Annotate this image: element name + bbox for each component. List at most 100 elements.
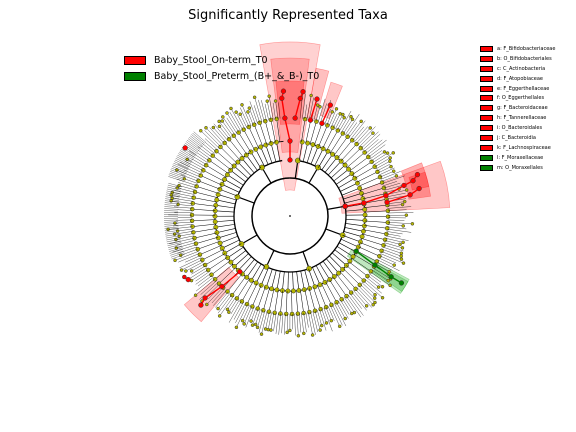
tree-leaf-branch <box>164 226 179 229</box>
tree-leaf-branch <box>379 171 394 178</box>
tree-node-order <box>193 241 199 246</box>
tree-branch <box>243 129 255 151</box>
tree-branch <box>351 258 372 272</box>
tree-branch <box>236 278 250 299</box>
tree-leaf-branch <box>173 224 193 227</box>
tree-leaf-branch <box>181 259 203 271</box>
tree-branch <box>282 271 285 291</box>
tree-branch <box>192 208 216 212</box>
taxa-legend-item: g: F_Bacteroidaceae <box>480 103 555 113</box>
tree-leaf-branch <box>309 97 314 120</box>
tree-branch <box>237 196 255 204</box>
tree-leaf-branch <box>205 142 217 152</box>
tree-branch <box>220 146 237 164</box>
tree-leaf-branch <box>341 116 352 133</box>
tree-node-order <box>289 311 295 317</box>
tree-leaf-branch <box>387 224 404 227</box>
enriched-clade-actinobacteria <box>363 194 387 204</box>
tree-leaf-branch <box>174 251 199 261</box>
tree-leaf-branch <box>335 114 343 130</box>
tree-branch <box>238 132 251 153</box>
tree-leaf-branch <box>197 152 210 161</box>
tree-leaf-branch <box>195 277 214 292</box>
tree-branch <box>209 160 229 174</box>
tree-node-order <box>318 306 323 312</box>
tree-node-leaf <box>173 221 177 225</box>
tree-leaf-branch <box>313 105 318 121</box>
tree-leaf-branch <box>315 106 321 122</box>
taxa-legend-swatch <box>480 55 493 62</box>
tree-leaf-branch <box>364 278 382 294</box>
tree-node-leaf <box>166 227 170 232</box>
tree-branch <box>364 210 388 213</box>
tree-branch <box>199 245 222 255</box>
tree-branch <box>300 290 304 314</box>
tree-leaf-branch <box>374 157 391 168</box>
tree-branch <box>216 199 236 205</box>
taxa-legend-swatch <box>480 45 493 52</box>
tree-branch <box>308 288 316 311</box>
tree-leaf-branch <box>382 249 402 257</box>
tree-branch <box>343 268 360 285</box>
taxa-legend-item: h: F_Tannerellaceae <box>480 113 555 123</box>
tree-node-class <box>331 274 337 279</box>
tree-branch <box>193 197 217 203</box>
tree-node-leaf <box>252 95 257 100</box>
enriched-clade-moraxellales-node <box>372 262 378 268</box>
clade-shade-k <box>183 267 239 323</box>
tree-leaf-branch <box>178 182 197 189</box>
tree-leaf-branch <box>185 261 204 272</box>
tree-branch <box>317 285 327 308</box>
tree-node-class <box>244 274 250 280</box>
tree-node-leaf <box>170 196 174 200</box>
tree-leaf-branch <box>278 102 281 119</box>
tree-node-leaf <box>399 254 403 258</box>
tree-leaf-branch <box>281 313 284 334</box>
tree-node-leaf <box>330 110 335 114</box>
tree-leaf-branch <box>235 303 246 323</box>
enriched-clade-bacteroidetes-node <box>282 115 288 121</box>
tree-leaf-branch <box>165 194 180 198</box>
enriched-clade-bacteroidales-node <box>297 95 303 102</box>
tree-node-class <box>350 254 356 260</box>
tree-branch <box>345 219 365 221</box>
enriched-clade-actinobacteria-node <box>342 203 348 209</box>
tree-leaf-branch <box>166 237 181 241</box>
tree-leaf-branch <box>240 114 248 129</box>
tree-leaf-branch <box>202 143 215 154</box>
tree-branch <box>315 265 326 283</box>
tree-leaf-branch <box>167 242 182 246</box>
tree-branch <box>360 182 383 191</box>
tree-leaf-branch <box>356 287 374 305</box>
tree-node-class <box>253 146 259 152</box>
taxa-legend-label: f: O_Eggerthellales <box>497 95 545 102</box>
tree-node-class <box>290 288 296 294</box>
tree-branch <box>218 232 237 239</box>
tree-leaf-branch <box>258 310 265 333</box>
tree-leaf-branch <box>178 204 193 207</box>
tree-leaf-branch <box>174 159 190 168</box>
tree-node-leaf <box>337 324 342 329</box>
tree-node-leaf <box>410 222 415 226</box>
tree-node-class <box>263 284 269 290</box>
tree-leaf-branch <box>227 297 236 310</box>
tree-leaf-branch <box>268 312 272 330</box>
tree-leaf-branch <box>383 182 401 189</box>
tree-leaf-branch <box>170 169 186 176</box>
tree-node-leaf <box>319 323 324 328</box>
tree-branch <box>349 156 369 172</box>
tree-branch <box>336 274 352 293</box>
tree-node-leaf <box>234 110 238 114</box>
tree-leaf-branch <box>191 263 205 272</box>
tree-node-order <box>353 286 358 292</box>
tree-branch <box>298 141 303 161</box>
tree-leaf-branch <box>187 138 201 149</box>
tree-leaf-branch <box>204 130 221 147</box>
tree-node-class <box>217 186 223 192</box>
enriched-clade-lachnospiraceae <box>221 271 241 288</box>
tree-leaf-branch <box>369 150 383 160</box>
tree-node-class <box>214 197 220 203</box>
tree-leaf-branch <box>180 174 199 182</box>
tree-node-class <box>215 192 221 198</box>
tree-branch <box>327 160 342 176</box>
